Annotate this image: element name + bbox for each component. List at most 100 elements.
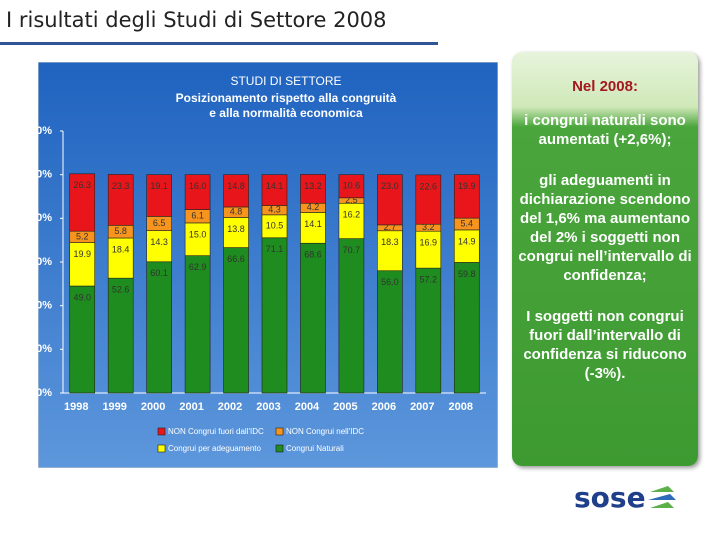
x-tick-label: 2008 [449, 401, 473, 413]
bar-segment [415, 230, 442, 269]
value-label: 71.1 [266, 244, 284, 254]
legend-swatch [275, 427, 284, 436]
summary-panel: Nel 2008: i congrui naturali sono aument… [512, 52, 698, 466]
value-label: 19.9 [458, 181, 476, 191]
bar-segment [300, 242, 326, 394]
bar-segment [300, 212, 326, 244]
legend-label: Congrui Naturali [286, 444, 344, 453]
logo-arrow [650, 502, 674, 508]
value-label: 6.5 [153, 218, 166, 228]
value-label: 68.6 [304, 250, 322, 260]
y-tick-label: 20% [38, 343, 52, 355]
panel-heading: Nel 2008: [572, 78, 638, 95]
value-label: 10.6 [343, 181, 361, 191]
bar-segment [338, 238, 365, 394]
bar-segment [300, 174, 326, 204]
value-label: 4.8 [230, 207, 243, 217]
bar-segment [453, 229, 480, 263]
legend-label: Congrui per adeguamento [168, 444, 262, 453]
legend-swatch [157, 444, 166, 453]
value-label: 23.3 [112, 181, 130, 191]
bar-segment [223, 247, 249, 394]
value-label: 49.0 [73, 292, 91, 302]
value-label: 57.2 [420, 274, 438, 284]
value-label: 14.1 [266, 181, 284, 191]
x-tick-label: 1999 [102, 401, 126, 413]
value-label: 66.6 [227, 254, 245, 264]
x-tick-label: 2003 [256, 401, 280, 413]
y-tick-label: 40% [38, 300, 52, 312]
bar-segment [453, 262, 480, 394]
logo-arrow [648, 494, 676, 500]
value-label: 60.1 [150, 268, 168, 278]
bar-segment [69, 285, 96, 394]
bar-segment [338, 174, 365, 199]
value-label: 13.8 [227, 224, 245, 234]
value-label: 22.6 [420, 181, 438, 191]
slide-title: I risultati degli Studi di Settore 2008 [6, 8, 387, 32]
y-tick-label: 60% [38, 256, 52, 268]
y-tick-label: 100% [38, 169, 52, 181]
bar-segment [184, 222, 211, 256]
bar-segment [107, 277, 134, 394]
value-label: 5.2 [76, 231, 89, 241]
chart-title: STUDI DI SETTORE [230, 74, 341, 88]
y-tick-label: 120% [38, 125, 52, 137]
bar-segment [261, 174, 288, 206]
x-tick-label: 2006 [372, 401, 396, 413]
legend-swatch [275, 444, 284, 453]
x-tick-label: 1998 [64, 401, 88, 413]
value-label: 4.3 [268, 205, 281, 215]
y-tick-label: 0% [38, 387, 52, 399]
value-label: 6.1 [191, 211, 204, 221]
logo-text: sose [574, 481, 646, 514]
logo-arrow [650, 486, 674, 492]
legend-swatch [157, 427, 166, 436]
value-label: 4.2 [307, 202, 320, 212]
bar-segment [415, 174, 442, 225]
value-label: 5.8 [114, 226, 127, 236]
value-label: 18.4 [112, 244, 130, 254]
value-label: 14.3 [150, 237, 168, 247]
value-label: 70.7 [343, 245, 361, 255]
bar-segment [415, 267, 442, 394]
value-label: 16.9 [420, 238, 438, 248]
legend-label: NON Congrui nell'IDC [286, 427, 364, 436]
value-label: 56.0 [381, 277, 399, 287]
value-label: 16.2 [343, 210, 361, 220]
bar-segment [453, 174, 480, 219]
value-label: 59.8 [458, 269, 476, 279]
value-label: 52.6 [112, 285, 130, 295]
x-tick-label: 2005 [333, 401, 357, 413]
value-label: 19.9 [73, 249, 91, 259]
logo: sose [574, 481, 676, 514]
bar-segment [146, 174, 172, 217]
value-label: 2.7 [384, 222, 397, 232]
bar-segment [261, 237, 288, 394]
value-label: 16.0 [189, 181, 207, 191]
value-label: 13.2 [304, 181, 322, 191]
x-tick-label: 2007 [410, 401, 434, 413]
value-label: 2.5 [345, 195, 358, 205]
value-label: 5.4 [461, 218, 474, 228]
bar-segment [377, 230, 403, 272]
title-rule [0, 42, 438, 45]
value-label: 14.1 [304, 219, 322, 229]
chart-subtitle: Posizionamento rispetto alla congruità [176, 91, 397, 105]
value-label: 19.1 [150, 181, 168, 191]
bar-segment [377, 174, 403, 226]
panel-paragraph: I soggetti non congrui fuori dall’interv… [523, 308, 687, 382]
x-tick-label: 2001 [179, 401, 203, 413]
bar-segment [146, 261, 172, 394]
x-tick-label: 2002 [218, 401, 242, 413]
x-tick-label: 2004 [295, 401, 320, 413]
value-label: 14.9 [458, 236, 476, 246]
bar-segment [223, 174, 249, 208]
value-label: 23.0 [381, 181, 399, 191]
y-tick-label: 80% [38, 212, 52, 224]
bar-segment [223, 217, 249, 248]
bar-segment [184, 255, 211, 394]
bar-segment [107, 174, 134, 226]
value-label: 18.3 [381, 237, 399, 247]
